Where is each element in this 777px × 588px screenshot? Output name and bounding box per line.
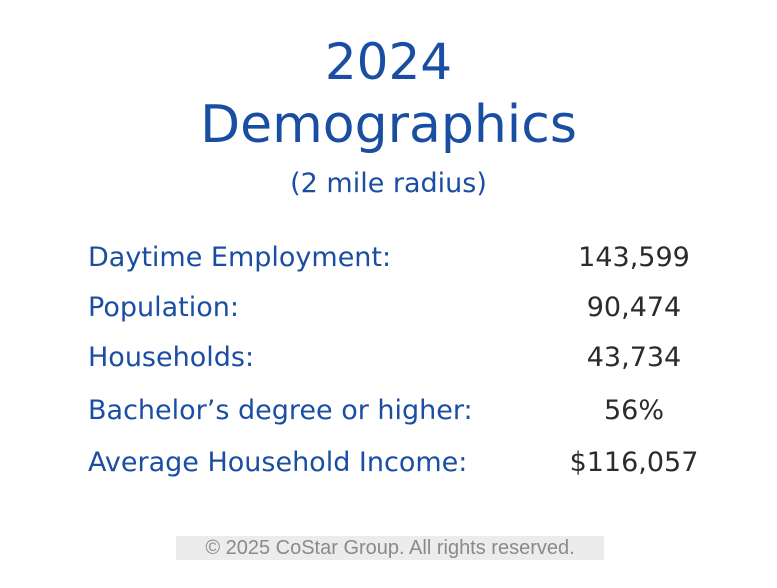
title: Demographics bbox=[200, 95, 577, 155]
row-value: 56% bbox=[603, 395, 664, 426]
row-label: Daytime Employment: bbox=[88, 242, 392, 273]
row-value: 90,474 bbox=[586, 292, 682, 323]
row-value: $116,057 bbox=[569, 447, 699, 478]
copyright: © 2025 CoStar Group. All rights reserved… bbox=[176, 536, 604, 560]
row-label: Bachelor’s degree or higher: bbox=[88, 395, 473, 426]
row-label: Average Household Income: bbox=[88, 447, 468, 478]
row-label: Population: bbox=[88, 292, 239, 323]
subtitle: (2 mile radius) bbox=[290, 168, 487, 199]
row-value: 143,599 bbox=[578, 242, 690, 273]
row-label: Households: bbox=[88, 342, 255, 373]
title-year: 2024 bbox=[324, 33, 453, 91]
row-value: 43,734 bbox=[586, 342, 682, 373]
